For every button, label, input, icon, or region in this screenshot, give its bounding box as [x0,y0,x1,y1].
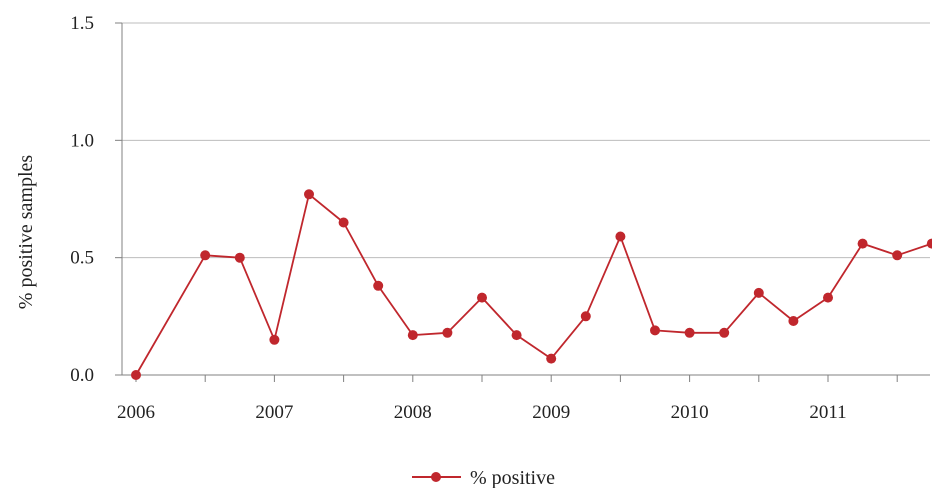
data-point [234,252,245,263]
y-tick-label: 1.0 [70,130,94,151]
series-percent-positive [131,189,932,380]
y-tick-label: 0.0 [70,365,94,386]
legend-point-marker [431,472,441,482]
data-point [511,330,522,341]
data-point [857,238,868,249]
x-tick-label: 2006 [117,402,155,423]
data-point [684,327,695,338]
data-point [407,330,418,341]
data-point [442,327,453,338]
data-point [580,311,591,322]
y-tick-label: 1.5 [70,13,94,34]
y-tick-label: 0.5 [70,248,94,269]
x-tick-label: 2008 [394,402,432,423]
data-point [338,217,349,228]
data-point [477,292,487,303]
data-point [719,327,730,338]
x-tick-labels: 2006 2007 2008 2009 2010 2011 [117,402,847,423]
legend: % positive [412,467,555,488]
x-tick-label: 2011 [809,402,846,423]
x-tick-label: 2007 [255,402,293,423]
data-point [373,280,384,291]
data-point [546,353,557,364]
data-point [269,334,280,345]
gridlines [122,22,930,259]
data-point [753,287,764,298]
series-line [135,193,932,376]
data-point [892,250,903,261]
y-tick-labels: 0.0 0.5 1.0 1.5 [70,13,94,386]
data-point [131,370,141,380]
data-point [304,189,314,200]
data-point [650,325,660,336]
axes [115,22,930,382]
data-point [200,250,211,261]
data-point [615,231,626,242]
data-point [823,292,833,303]
data-point [788,316,799,326]
data-point [926,238,932,249]
x-tick-label: 2009 [532,402,570,423]
x-tick-label: 2010 [671,402,709,423]
legend-label: % positive [470,467,555,488]
y-axis-title: % positive samples [15,155,37,310]
